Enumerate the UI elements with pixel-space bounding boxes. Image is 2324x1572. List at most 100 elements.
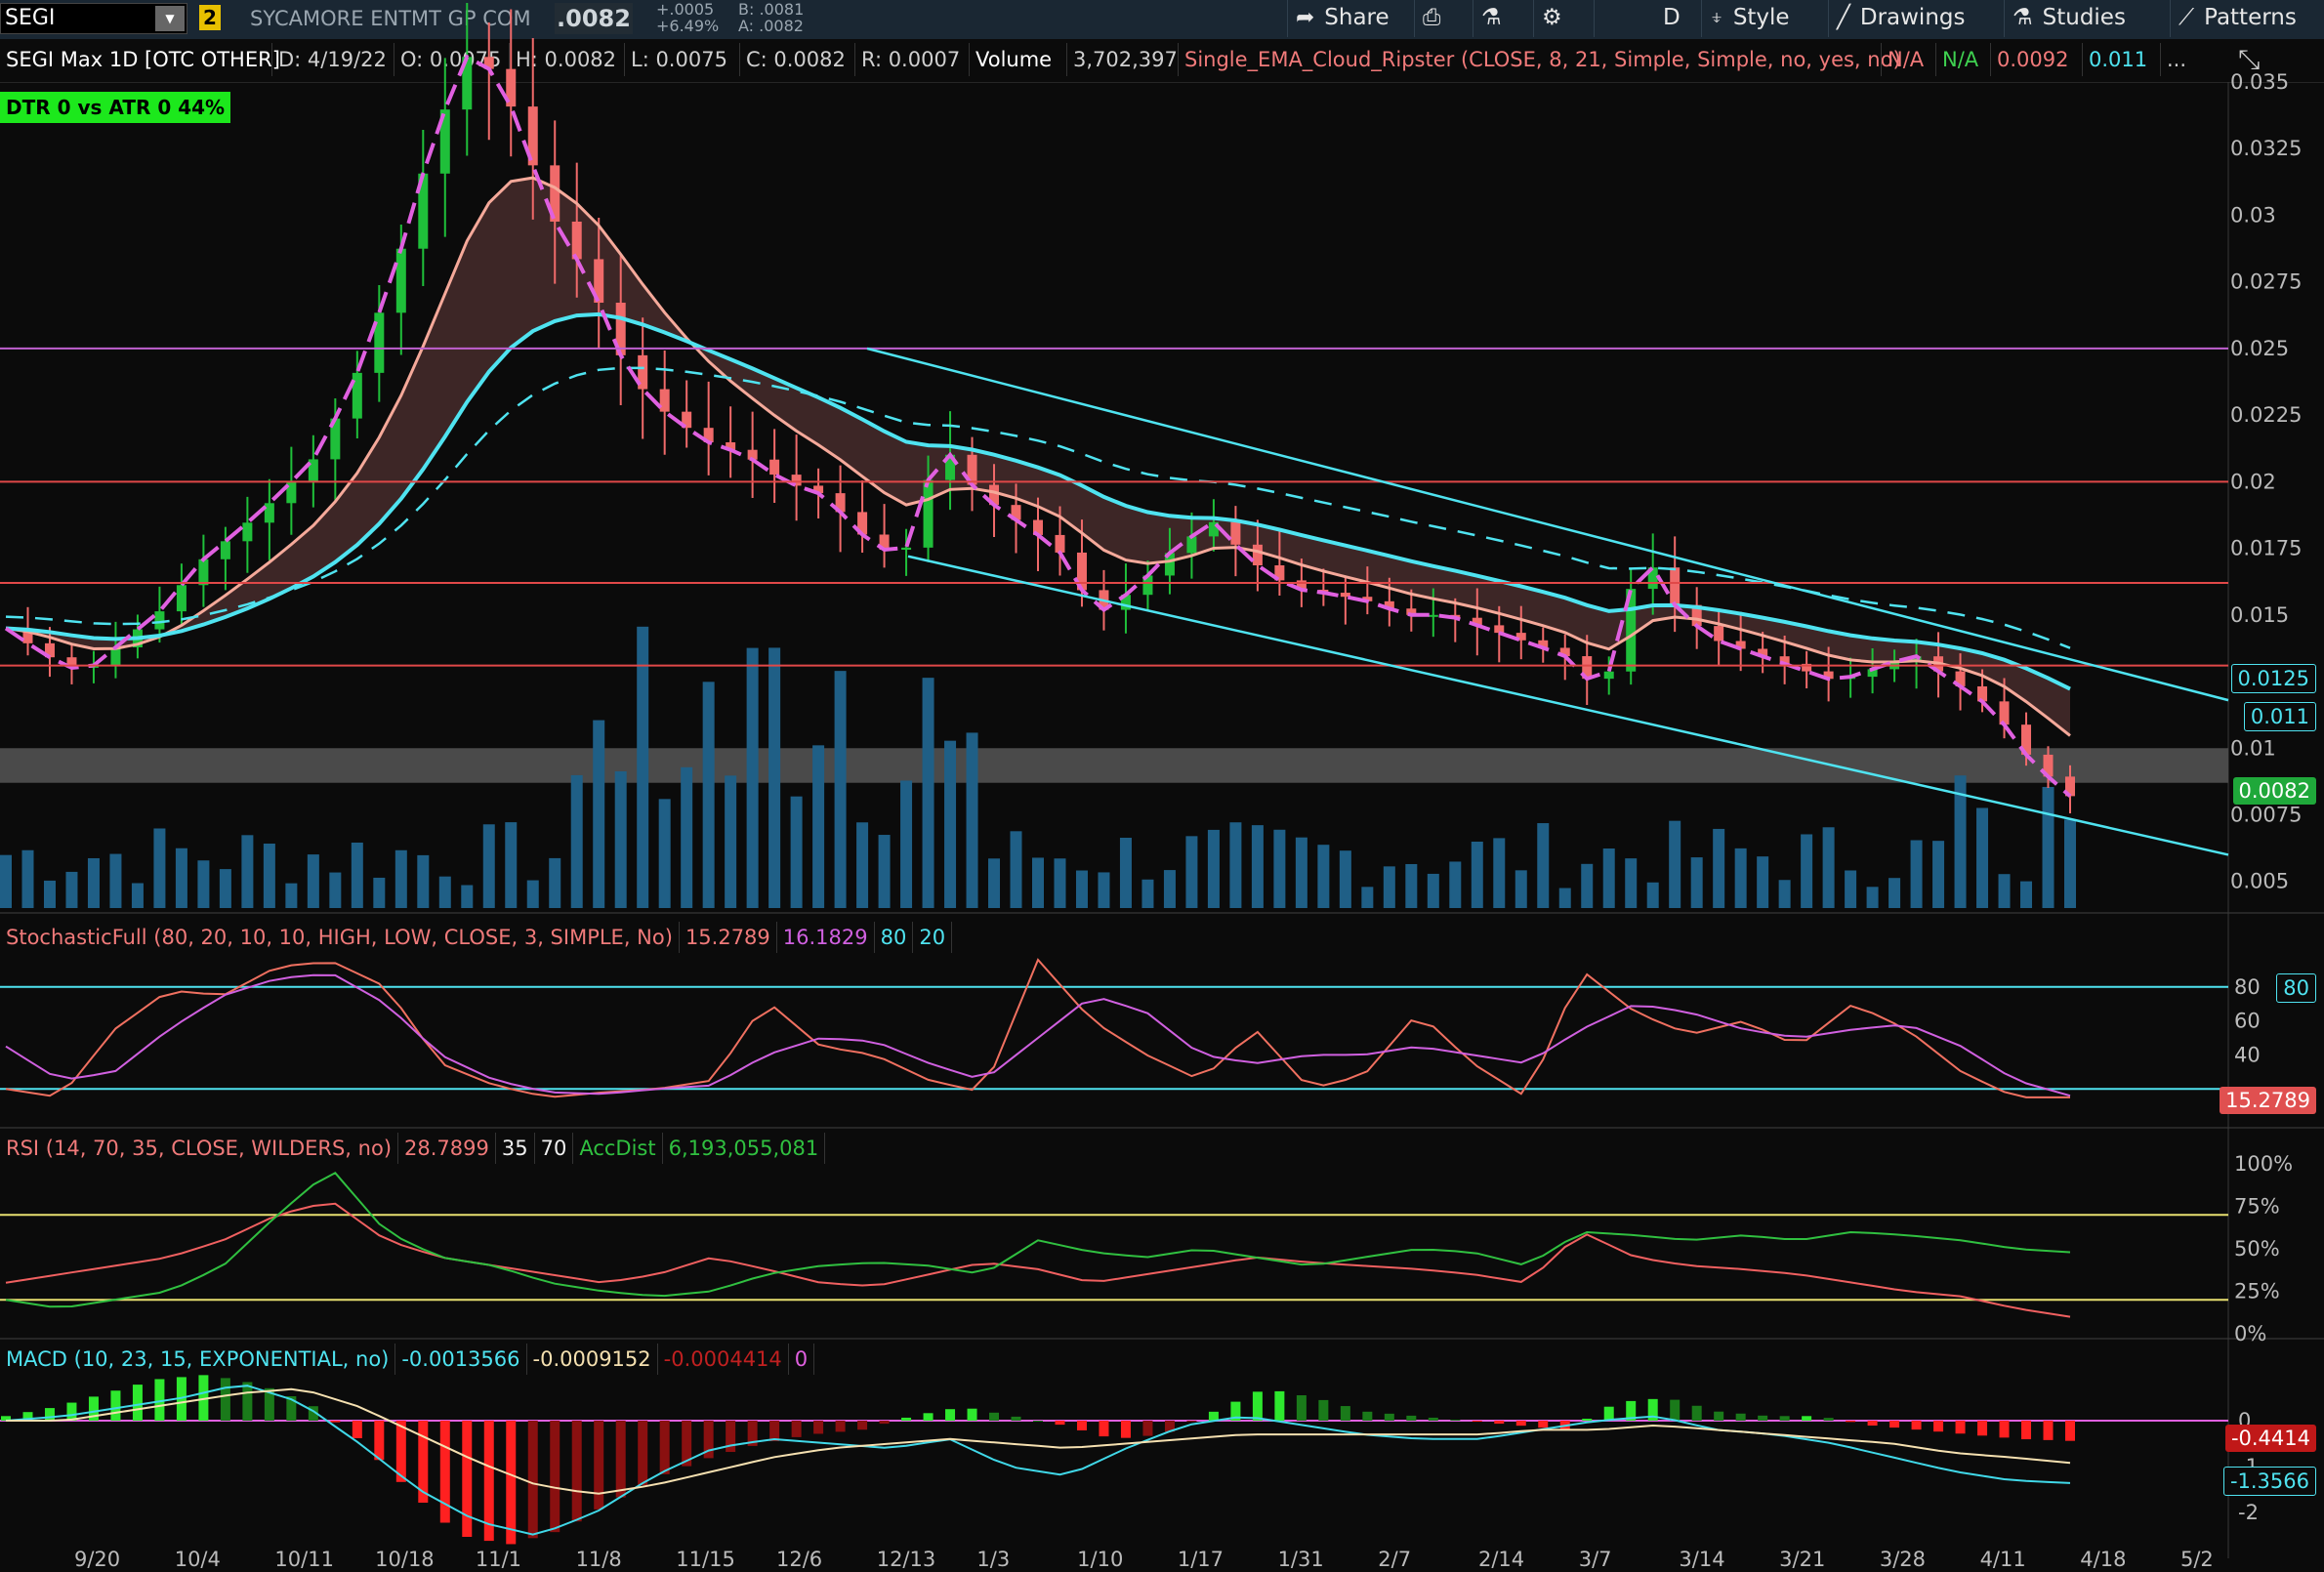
macd-histogram-bar	[1384, 1413, 1394, 1421]
macd-histogram-bar	[1758, 1415, 1768, 1421]
price-tick-label: 0.0325	[2230, 137, 2302, 160]
more-button[interactable]: ...	[2160, 43, 2199, 76]
volume-bar	[1690, 857, 1703, 908]
date-tick-label: 1/10	[1077, 1548, 1123, 1571]
candle-body	[923, 479, 934, 548]
company-name: SYCAMORE ENTMT GP COM	[250, 7, 531, 30]
support-zone	[0, 748, 2228, 783]
candle-body	[594, 259, 604, 304]
candle-body	[1208, 521, 1219, 537]
accdist-name[interactable]: AccDist	[573, 1133, 663, 1164]
macd-histogram-bar	[1450, 1420, 1461, 1421]
volume-bar	[768, 647, 781, 908]
volume-bar	[1646, 882, 1659, 908]
volume-bar	[614, 770, 627, 908]
macd-histogram-bar	[1779, 1416, 1790, 1421]
volume-bar	[373, 877, 386, 908]
macd-histogram-bar	[1955, 1421, 1966, 1434]
macd-histogram-bar	[989, 1412, 1000, 1421]
patterns-label: Patterns	[2204, 5, 2297, 30]
collapse-icon[interactable]: ⤡	[2238, 43, 2261, 75]
candle-body	[264, 503, 274, 523]
date-tick-label: 3/28	[1880, 1548, 1926, 1571]
volume-bar	[1558, 888, 1571, 908]
symbol-input[interactable]: SEGI ▼	[0, 3, 187, 34]
panel-separator	[0, 912, 2324, 914]
studies-button[interactable]: ⚗ Studies	[2004, 0, 2170, 37]
volume-bar	[526, 880, 539, 908]
macd-histogram-bar	[1186, 1421, 1197, 1423]
stoch-study-name[interactable]: StochasticFull (80, 20, 10, 10, HIGH, LO…	[0, 922, 680, 953]
macd-histogram-bar	[1603, 1406, 1614, 1421]
study-value-1: N/A	[1881, 43, 1935, 76]
share-button[interactable]: ➦ Share	[1287, 0, 1414, 37]
macd-histogram-bar	[594, 1421, 604, 1510]
gear-icon: ⚙	[1542, 5, 1562, 30]
macd-histogram-bar	[682, 1421, 692, 1467]
volume-bar	[307, 854, 319, 908]
macd-histogram-bar	[1823, 1418, 1834, 1421]
candle-body	[1911, 656, 1922, 662]
price-tick-label: 0.0275	[2230, 270, 2302, 294]
close-readout: C: 0.0082	[739, 43, 854, 76]
volume-bar	[241, 835, 254, 908]
patterns-button[interactable]: ⟋ Patterns	[2170, 0, 2324, 37]
volume-bar	[1207, 829, 1220, 908]
candle-body	[615, 303, 626, 355]
date-tick-label: 3/21	[1779, 1548, 1825, 1571]
macd-histogram-bar	[1208, 1411, 1219, 1421]
drawings-button[interactable]: ╱ Drawings	[1828, 0, 2004, 37]
price-trail-line	[4, 54, 2072, 798]
snapshot-button[interactable]: ⎙	[1414, 0, 1473, 37]
volume-bar	[1602, 848, 1615, 908]
rsi-tick-label: 0%	[2234, 1322, 2266, 1345]
price-tick-label: 0.025	[2230, 337, 2289, 360]
rsi-study-name[interactable]: RSI (14, 70, 35, CLOSE, WILDERS, no)	[0, 1133, 399, 1164]
macd-histogram-bar	[176, 1377, 187, 1421]
macd-histogram-bar	[879, 1421, 890, 1425]
aggregation-button[interactable]: D	[1594, 0, 1701, 37]
volume-bar	[329, 872, 342, 908]
chevron-down-icon[interactable]: ▼	[155, 6, 185, 31]
price-tick-label: 0.02	[2230, 470, 2276, 493]
volume-bar	[1141, 879, 1154, 908]
volume-bar	[417, 854, 430, 908]
volume-bar	[1954, 775, 1967, 908]
candle-body	[1055, 534, 1065, 553]
macd-histogram-bar	[1867, 1421, 1878, 1427]
price-tick-label: 0.0225	[2230, 403, 2302, 427]
candle-body	[1846, 677, 1856, 680]
volume-bar	[482, 824, 495, 908]
flask-button[interactable]: ⚗	[1473, 0, 1533, 37]
volume-bar	[1801, 834, 1813, 908]
volume-bar	[1669, 820, 1681, 908]
volume-bar	[900, 780, 913, 908]
patterns-icon: ⟋	[2179, 5, 2195, 30]
change-readout: +.0005 +6.49%	[656, 1, 719, 34]
candle-body	[879, 534, 890, 551]
price-tick-label: 0.005	[2230, 870, 2289, 893]
macd-histogram-bar	[1428, 1417, 1438, 1421]
macd-study-name[interactable]: MACD (10, 23, 15, EXPONENTIAL, no)	[0, 1344, 396, 1375]
date-tick-label: 9/20	[74, 1548, 120, 1571]
stoch-k-value: 15.2789	[680, 922, 777, 953]
rsi-tick-label: 50%	[2234, 1237, 2280, 1261]
candle-body	[1559, 647, 1570, 657]
open-readout: O: 0.0075	[394, 43, 509, 76]
link-group-badge[interactable]: 2	[199, 5, 221, 30]
candle-body	[1274, 565, 1285, 581]
style-button[interactable]: ⍖ Style	[1701, 0, 1828, 37]
macd-histogram-bar	[308, 1406, 318, 1421]
price-tick-label: 0.0175	[2230, 537, 2302, 560]
candle-body	[1472, 617, 1482, 626]
rsi-value: 28.7899	[398, 1133, 496, 1164]
macd-histogram-bar	[1296, 1395, 1307, 1421]
rsi-os-value: 35	[496, 1133, 535, 1164]
macd-histogram-bar	[615, 1421, 626, 1498]
ema-cloud-study-label[interactable]: Single_EMA_Cloud_Ripster (CLOSE, 8, 21, …	[1178, 43, 1901, 76]
date-tick-label: 10/11	[274, 1548, 334, 1571]
settings-button[interactable]: ⚙	[1533, 0, 1594, 37]
volume-bar	[109, 853, 122, 908]
candle-body	[1318, 589, 1329, 594]
